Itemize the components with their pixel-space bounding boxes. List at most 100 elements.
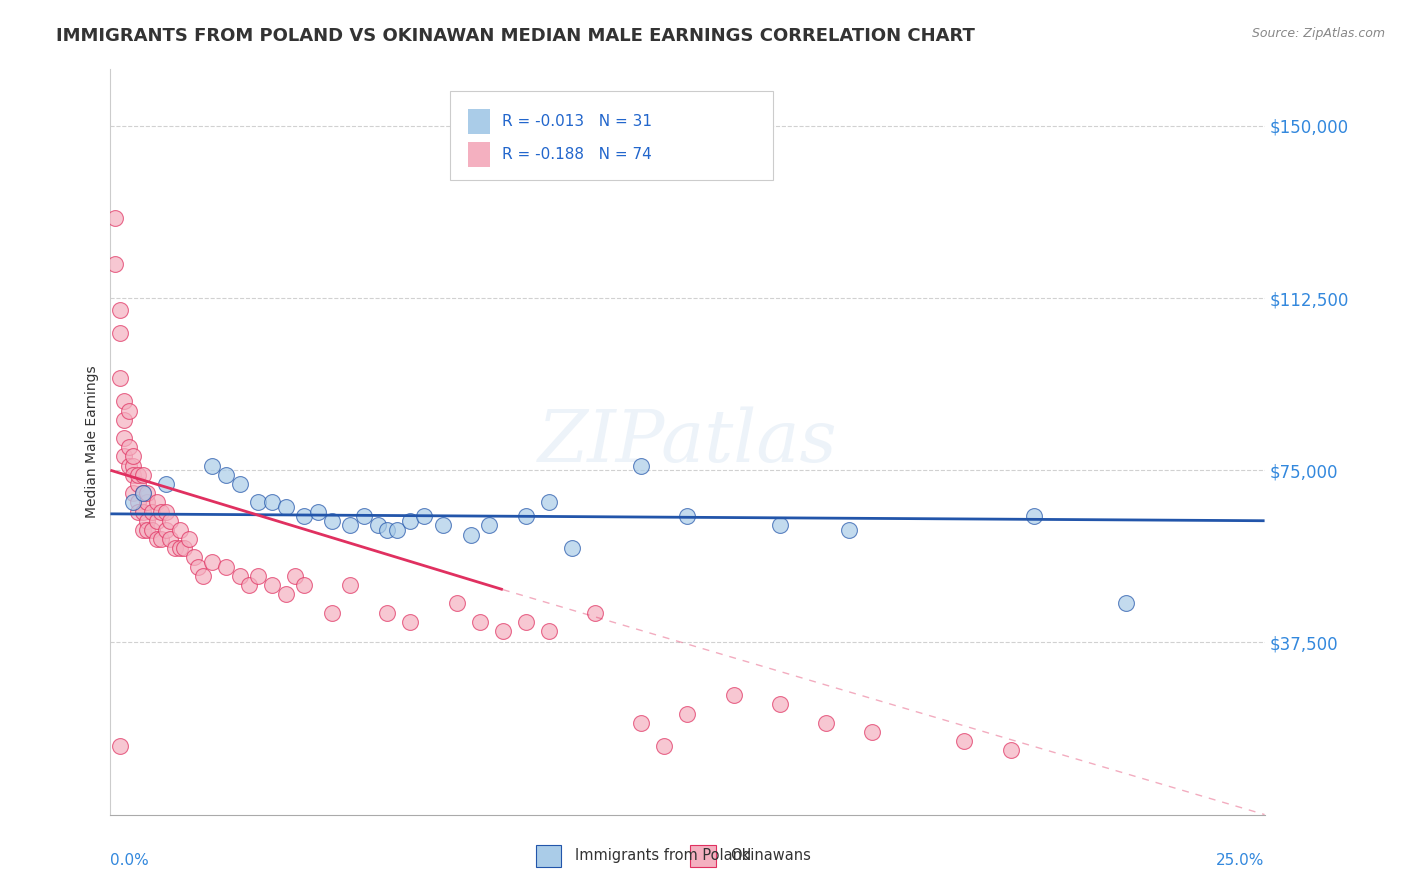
Point xyxy=(136,514,159,528)
Point xyxy=(399,615,422,629)
Y-axis label: Median Male Earnings: Median Male Earnings xyxy=(86,365,100,518)
Point xyxy=(385,523,408,537)
Point xyxy=(118,403,141,417)
Point xyxy=(583,606,606,620)
Point xyxy=(127,504,149,518)
FancyBboxPatch shape xyxy=(450,91,773,180)
Point xyxy=(132,504,155,518)
Point xyxy=(478,518,501,533)
Point xyxy=(284,569,307,583)
Point xyxy=(537,624,560,638)
Point xyxy=(104,257,127,271)
Text: 25.0%: 25.0% xyxy=(1216,854,1264,868)
Point xyxy=(122,458,145,473)
Point xyxy=(307,504,329,518)
Bar xyxy=(468,109,491,134)
Point xyxy=(292,578,315,592)
Point xyxy=(446,596,468,610)
Point xyxy=(260,578,283,592)
Text: ZIPatlas: ZIPatlas xyxy=(537,406,838,477)
Point xyxy=(127,467,149,482)
Point xyxy=(630,458,652,473)
Point xyxy=(201,555,224,569)
Point xyxy=(274,587,297,601)
Point xyxy=(177,532,200,546)
Point xyxy=(321,606,343,620)
Point xyxy=(145,532,167,546)
Point xyxy=(150,504,173,518)
Point xyxy=(104,211,127,225)
Point xyxy=(238,578,260,592)
Point xyxy=(108,326,131,340)
Point xyxy=(215,467,238,482)
Point xyxy=(413,509,436,524)
Point xyxy=(274,500,297,514)
Point xyxy=(122,495,145,509)
Point xyxy=(118,440,141,454)
Point xyxy=(108,302,131,317)
Point xyxy=(155,504,177,518)
Point xyxy=(492,624,515,638)
Point xyxy=(136,486,159,500)
Point xyxy=(537,495,560,509)
Text: Source: ZipAtlas.com: Source: ZipAtlas.com xyxy=(1251,27,1385,40)
Point xyxy=(630,715,652,730)
Point xyxy=(163,541,186,556)
Point xyxy=(1022,509,1045,524)
Point xyxy=(132,486,155,500)
Point xyxy=(112,394,135,409)
Point xyxy=(676,509,699,524)
Bar xyxy=(536,845,561,867)
Point xyxy=(112,431,135,445)
Point xyxy=(118,458,141,473)
Point xyxy=(136,495,159,509)
Point xyxy=(127,477,149,491)
Point xyxy=(814,715,837,730)
Point xyxy=(112,450,135,464)
Point xyxy=(215,559,238,574)
Point xyxy=(953,734,976,748)
Point xyxy=(155,477,177,491)
Point xyxy=(468,615,491,629)
Text: R = -0.188   N = 74: R = -0.188 N = 74 xyxy=(502,146,651,161)
Point xyxy=(723,688,745,702)
Point xyxy=(122,467,145,482)
Point xyxy=(339,578,361,592)
Point xyxy=(353,509,375,524)
Text: Okinawans: Okinawans xyxy=(730,848,810,863)
Point xyxy=(187,559,209,574)
Text: R = -0.013   N = 31: R = -0.013 N = 31 xyxy=(502,113,651,128)
Point xyxy=(141,504,163,518)
Point xyxy=(183,550,205,565)
Text: IMMIGRANTS FROM POLAND VS OKINAWAN MEDIAN MALE EARNINGS CORRELATION CHART: IMMIGRANTS FROM POLAND VS OKINAWAN MEDIA… xyxy=(56,27,976,45)
Bar xyxy=(468,142,491,167)
Point xyxy=(145,495,167,509)
Point xyxy=(515,509,537,524)
Point xyxy=(292,509,315,524)
Point xyxy=(339,518,361,533)
Point xyxy=(122,450,145,464)
Point xyxy=(159,514,181,528)
Point xyxy=(228,569,250,583)
Point xyxy=(122,486,145,500)
Point xyxy=(247,495,270,509)
Point xyxy=(108,371,131,385)
Point xyxy=(1000,743,1022,757)
Point xyxy=(136,523,159,537)
Point xyxy=(377,523,399,537)
Point xyxy=(191,569,214,583)
Bar xyxy=(690,845,716,867)
Text: 0.0%: 0.0% xyxy=(111,854,149,868)
Point xyxy=(155,523,177,537)
Point xyxy=(367,518,389,533)
Point xyxy=(173,541,195,556)
Point xyxy=(321,514,343,528)
Point xyxy=(112,413,135,427)
Point xyxy=(247,569,270,583)
Point xyxy=(132,486,155,500)
Point xyxy=(676,706,699,721)
Point xyxy=(654,739,676,753)
Point xyxy=(515,615,537,629)
Point xyxy=(769,698,792,712)
Point xyxy=(460,527,482,541)
